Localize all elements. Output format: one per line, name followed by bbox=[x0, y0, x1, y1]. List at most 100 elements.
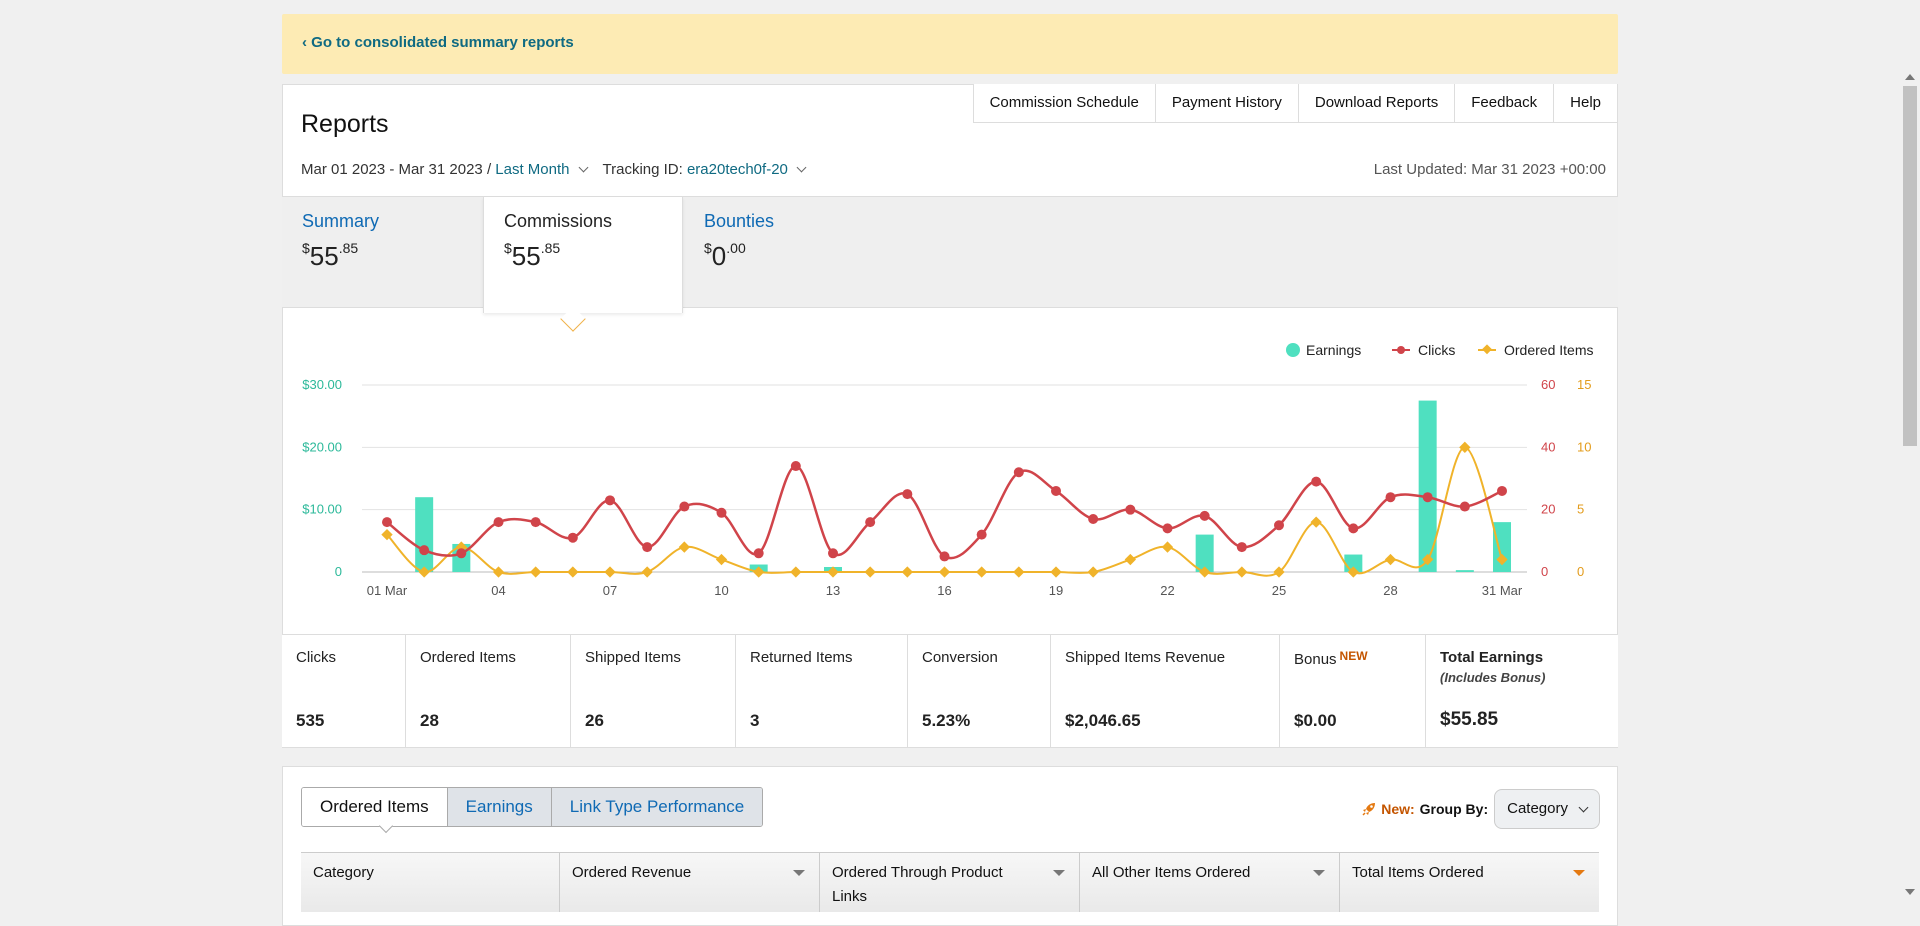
ordered-items-point bbox=[1273, 566, 1285, 578]
consolidated-banner: ‹ Go to consolidated summary reports bbox=[282, 14, 1618, 74]
clicks-point bbox=[1125, 504, 1136, 515]
clicks-point bbox=[1422, 492, 1433, 503]
column-ordered-through-product-links[interactable]: Ordered Through Product Links bbox=[820, 853, 1080, 912]
ordered-items-point bbox=[1236, 566, 1248, 578]
ordered-items-point bbox=[381, 528, 393, 541]
stats-bar: Clicks 535 Ordered Items 28 Shipped Item… bbox=[282, 634, 1618, 748]
ordered-items-point bbox=[864, 566, 876, 578]
earnings-bar bbox=[1455, 570, 1474, 572]
tab-bounties-value: $0.00 bbox=[704, 240, 746, 271]
ordered-items-point bbox=[1050, 566, 1062, 578]
legend-earnings-marker bbox=[1286, 343, 1300, 357]
ordered-items-point bbox=[604, 566, 616, 578]
page-title: Reports bbox=[301, 110, 389, 138]
earnings-bar bbox=[1195, 534, 1214, 572]
clicks-point bbox=[1274, 520, 1284, 531]
legend-ordered-label: Ordered Items bbox=[1504, 342, 1593, 358]
tab-commissions[interactable]: Commissions $55.85 bbox=[483, 197, 683, 313]
sort-arrow-icon[interactable] bbox=[1053, 870, 1065, 876]
x-tick-label: 10 bbox=[714, 583, 728, 598]
stat-ordered-items: Ordered Items 28 bbox=[406, 635, 571, 747]
scroll-down-icon[interactable] bbox=[1905, 889, 1915, 895]
column-category[interactable]: Category bbox=[301, 853, 560, 912]
download-reports-link[interactable]: Download Reports bbox=[1298, 84, 1456, 122]
clicks-point bbox=[1459, 501, 1470, 512]
new-label: New: bbox=[1381, 801, 1415, 817]
column-total-items-ordered[interactable]: Total Items Ordered bbox=[1340, 853, 1599, 912]
clicks-point bbox=[753, 548, 764, 559]
new-badge: NEW bbox=[1339, 649, 1368, 663]
chevron-down-icon[interactable] bbox=[796, 162, 807, 173]
ordered-items-point bbox=[753, 566, 765, 578]
earnings-bar bbox=[415, 497, 434, 572]
scrollbar-thumb[interactable] bbox=[1903, 86, 1917, 446]
ordered-items-point bbox=[901, 566, 913, 578]
x-tick-label: 31 Mar bbox=[1482, 583, 1523, 598]
help-link[interactable]: Help bbox=[1554, 84, 1618, 122]
ordered-items-point bbox=[1384, 553, 1397, 566]
column-all-other-items[interactable]: All Other Items Ordered bbox=[1080, 853, 1340, 912]
feedback-link[interactable]: Feedback bbox=[1455, 84, 1555, 122]
clicks-point bbox=[456, 548, 467, 559]
ordered-items-point bbox=[1013, 566, 1025, 578]
clicks-point bbox=[1013, 467, 1024, 478]
chevron-down-icon[interactable] bbox=[578, 162, 588, 173]
group-by-control: New: Group By: Category bbox=[1361, 789, 1600, 829]
x-tick-label: 07 bbox=[603, 583, 617, 598]
chevron-down-icon bbox=[1578, 802, 1589, 812]
x-tick-label: 22 bbox=[1160, 583, 1174, 598]
summary-tabs: Summary $55.85 Commissions $55.85 Bounti… bbox=[282, 196, 1618, 313]
stat-shipped-revenue: Shipped Items Revenue $2,046.65 bbox=[1051, 635, 1280, 747]
clicks-point bbox=[1311, 476, 1322, 487]
tab-bounties-label: Bounties bbox=[704, 211, 775, 231]
ordered-items-point bbox=[1199, 566, 1211, 578]
clicks-point bbox=[679, 501, 690, 512]
legend-ordered-marker bbox=[1482, 344, 1492, 355]
ordered-items-point bbox=[715, 553, 728, 566]
legend-earnings-label: Earnings bbox=[1306, 342, 1361, 358]
ordered-items-point bbox=[827, 566, 839, 578]
clicks-point bbox=[382, 517, 392, 528]
column-ordered-revenue[interactable]: Ordered Revenue bbox=[560, 853, 820, 912]
x-tick-label: 25 bbox=[1272, 583, 1286, 598]
tab-ordered-items[interactable]: Ordered Items bbox=[302, 788, 448, 826]
tab-summary[interactable]: Summary $55.85 bbox=[282, 197, 482, 309]
tab-earnings[interactable]: Earnings bbox=[447, 788, 552, 826]
clicks-point bbox=[939, 551, 950, 562]
commission-schedule-link[interactable]: Commission Schedule bbox=[973, 84, 1156, 122]
clicks-point bbox=[865, 517, 876, 528]
report-tab-group: Ordered Items Earnings Link Type Perform… bbox=[301, 787, 764, 827]
page-scrollbar[interactable] bbox=[1900, 70, 1920, 901]
ordered-items-point bbox=[790, 566, 802, 578]
stat-returned-items: Returned Items 3 bbox=[736, 635, 908, 747]
tab-summary-value: $55.85 bbox=[302, 240, 359, 271]
ordered-items-point bbox=[1161, 541, 1174, 553]
group-by-select[interactable]: Category bbox=[1494, 789, 1600, 829]
tab-link-type-performance[interactable]: Link Type Performance bbox=[551, 788, 763, 826]
tab-summary-label: Summary bbox=[302, 211, 380, 231]
sort-arrow-icon[interactable] bbox=[793, 870, 805, 876]
ordered-items-point bbox=[1087, 566, 1099, 578]
ordered-items-point bbox=[418, 566, 430, 578]
commissions-chart: 0 0 0 $10.00 20 5 $20.00 40 10 $30.00 60 15 01 Mar 04… bbox=[302, 342, 1593, 598]
consolidated-summary-link[interactable]: ‹ Go to consolidated summary reports bbox=[302, 34, 574, 51]
tab-bounties[interactable]: Bounties $0.00 bbox=[684, 197, 884, 309]
sort-arrow-icon[interactable] bbox=[1313, 870, 1325, 876]
clicks-point bbox=[828, 548, 838, 559]
payment-history-link[interactable]: Payment History bbox=[1155, 84, 1299, 122]
clicks-point bbox=[419, 545, 430, 556]
clicks-point bbox=[716, 507, 727, 518]
group-by-label: Group By: bbox=[1419, 801, 1489, 817]
tab-commissions-value: $55.85 bbox=[504, 240, 561, 271]
period-dropdown[interactable]: Last Month bbox=[495, 161, 570, 178]
y-right-clicks-tick-label: 60 bbox=[1541, 377, 1555, 392]
sort-arrow-icon[interactable] bbox=[1573, 870, 1585, 876]
tracking-id-dropdown[interactable]: era20tech0f-20 bbox=[686, 161, 788, 178]
y-right-clicks-tick-label: 0 bbox=[1541, 564, 1548, 579]
ordered-items-point bbox=[976, 566, 988, 578]
scroll-up-icon[interactable] bbox=[1905, 74, 1915, 80]
clicks-point bbox=[1497, 485, 1507, 496]
stat-conversion: Conversion 5.23% bbox=[908, 635, 1051, 747]
legend-clicks-label: Clicks bbox=[1418, 342, 1455, 358]
y-left-tick-label: $10.00 bbox=[302, 502, 342, 517]
